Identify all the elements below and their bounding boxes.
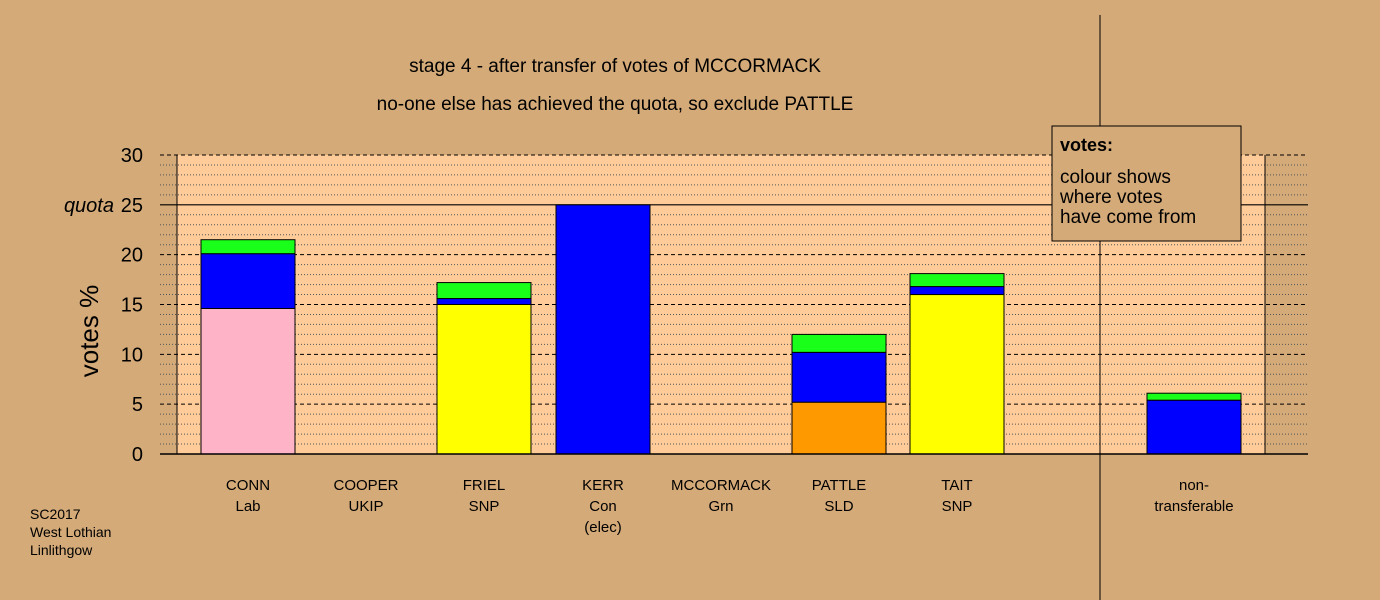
- legend-line: colour shows: [1060, 167, 1171, 188]
- x-tick-label: FRIEL: [463, 477, 506, 494]
- y-tick-label: 0: [132, 444, 143, 466]
- x-tick-label: transferable: [1154, 498, 1233, 515]
- footer-line-region: West Lothian: [30, 524, 112, 540]
- legend-line: have come from: [1060, 207, 1196, 228]
- bar-segment: [909, 273, 1005, 288]
- y-tick-label: 10: [121, 344, 143, 366]
- bar-segment: [791, 333, 887, 353]
- bar-segment: [436, 304, 532, 455]
- bar-segment: [909, 286, 1005, 296]
- x-tick-label: Grn: [708, 498, 733, 515]
- x-tick-label: UKIP: [348, 498, 383, 515]
- y-tick-label: 5: [132, 394, 143, 416]
- x-tick-label: (elec): [584, 519, 622, 536]
- y-tick-label: 15: [121, 295, 143, 317]
- bar-segment: [436, 282, 532, 300]
- bar-segment: [1146, 392, 1242, 401]
- chart-title: stage 4 - after transfer of votes of MCC…: [409, 56, 821, 77]
- bar-segment: [200, 239, 296, 255]
- bar-segment: [1146, 399, 1242, 455]
- footer-line-election: SC2017: [30, 506, 81, 522]
- x-tick-label: COOPER: [333, 477, 398, 494]
- x-tick-label: TAIT: [941, 477, 972, 494]
- x-tick-label: SLD: [824, 498, 853, 515]
- footer-line-constituency: Linlithgow: [30, 542, 93, 558]
- legend-box: [1051, 125, 1242, 242]
- x-tick-label: non-: [1179, 477, 1209, 494]
- x-tick-label: Lab: [235, 498, 260, 515]
- x-tick-label: CONN: [226, 477, 270, 494]
- legend-heading: votes:: [1060, 135, 1113, 155]
- bar-segment: [791, 401, 887, 455]
- y-axis-label: votes %: [74, 285, 104, 378]
- x-tick-label: SNP: [469, 498, 500, 515]
- bar-segment: [909, 294, 1005, 455]
- bar-segment: [436, 298, 532, 305]
- x-tick-label: MCCORMACK: [671, 477, 771, 494]
- bar-segment: [200, 307, 296, 455]
- x-tick-label: SNP: [942, 498, 973, 515]
- constituency-footer: SC2017 West Lothian Linlithgow: [30, 505, 111, 559]
- y-tick-label: 30: [121, 145, 143, 167]
- x-tick-label: KERR: [582, 477, 624, 494]
- chart-subtitle: no-one else has achieved the quota, so e…: [377, 94, 854, 115]
- quota-label: quota: [64, 195, 114, 217]
- y-tick-label: 20: [121, 245, 143, 267]
- x-tick-label: PATTLE: [812, 477, 866, 494]
- x-tick-label: Con: [589, 498, 617, 515]
- bar-segment: [200, 253, 296, 309]
- legend-line: where votes: [1059, 187, 1162, 208]
- bar-segment: [791, 351, 887, 403]
- y-tick-label: 25: [121, 195, 143, 217]
- bar-segment: [555, 204, 651, 455]
